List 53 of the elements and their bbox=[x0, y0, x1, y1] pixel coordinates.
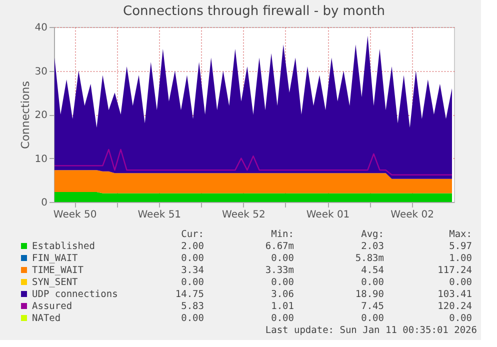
text: Avg: bbox=[361, 229, 384, 240]
x-tick-label: Week 51 bbox=[138, 210, 182, 220]
legend-label: UDP connections bbox=[32, 289, 118, 300]
text: 7.45 bbox=[361, 301, 384, 312]
text: 1.00 bbox=[449, 253, 472, 264]
legend-label: Assured bbox=[32, 301, 72, 312]
text: Min: bbox=[271, 229, 294, 240]
text: 3.06 bbox=[271, 289, 294, 300]
text: 0.00 bbox=[271, 313, 294, 324]
text: 2.03 bbox=[361, 241, 384, 252]
legend-label: Established bbox=[32, 241, 95, 252]
text: 0.00 bbox=[271, 253, 294, 264]
y-tick-label: 10 bbox=[34, 154, 48, 165]
text: 0.00 bbox=[271, 277, 294, 288]
legend-label: TIME_WAIT bbox=[32, 265, 84, 276]
text: 5.83 bbox=[181, 301, 204, 312]
text: 14.75 bbox=[175, 289, 204, 300]
text: Cur: bbox=[181, 229, 204, 240]
text: 4.54 bbox=[361, 265, 384, 276]
y-tick-label: 40 bbox=[34, 22, 48, 34]
legend-label: SYN_SENT bbox=[32, 277, 78, 288]
text: 5.97 bbox=[449, 241, 472, 252]
x-tick-label: Week 01 bbox=[306, 210, 350, 220]
x-tick-label: Week 02 bbox=[390, 210, 434, 220]
text: 2.00 bbox=[181, 241, 204, 252]
text: 117.24 bbox=[438, 265, 472, 276]
y-tick-label: 30 bbox=[34, 66, 48, 78]
text: 0.00 bbox=[181, 277, 204, 288]
x-tick-label: Week 50 bbox=[53, 210, 97, 220]
y-tick-label: 0 bbox=[41, 198, 48, 208]
x-tick-label: Week 52 bbox=[222, 210, 266, 220]
text: 0.00 bbox=[181, 253, 204, 264]
y-axis-title: Connections bbox=[18, 80, 32, 149]
text: 0.00 bbox=[181, 313, 204, 324]
text: 3.34 bbox=[181, 265, 204, 276]
text: 0.00 bbox=[449, 313, 472, 324]
text: Max: bbox=[449, 229, 472, 240]
chart-title: Connections through firewall - by month bbox=[123, 4, 385, 19]
text: 5.83m bbox=[355, 253, 384, 264]
text: 18.90 bbox=[355, 289, 384, 300]
text: 0.00 bbox=[361, 277, 384, 288]
text: 1.01 bbox=[271, 301, 294, 312]
line-series bbox=[54, 148, 453, 176]
text: 103.41 bbox=[438, 289, 472, 300]
text: 0.00 bbox=[449, 277, 472, 288]
text: 120.24 bbox=[438, 301, 472, 312]
legend-label: NATed bbox=[32, 313, 61, 324]
text: 6.67m bbox=[265, 241, 294, 252]
y-tick-label: 20 bbox=[34, 110, 48, 121]
text: 0.00 bbox=[361, 313, 384, 324]
text: 3.33m bbox=[265, 265, 294, 276]
text: Last update: Sun Jan 11 00:35:01 2026 bbox=[265, 325, 478, 336]
legend-label: FIN_WAIT bbox=[32, 253, 78, 264]
